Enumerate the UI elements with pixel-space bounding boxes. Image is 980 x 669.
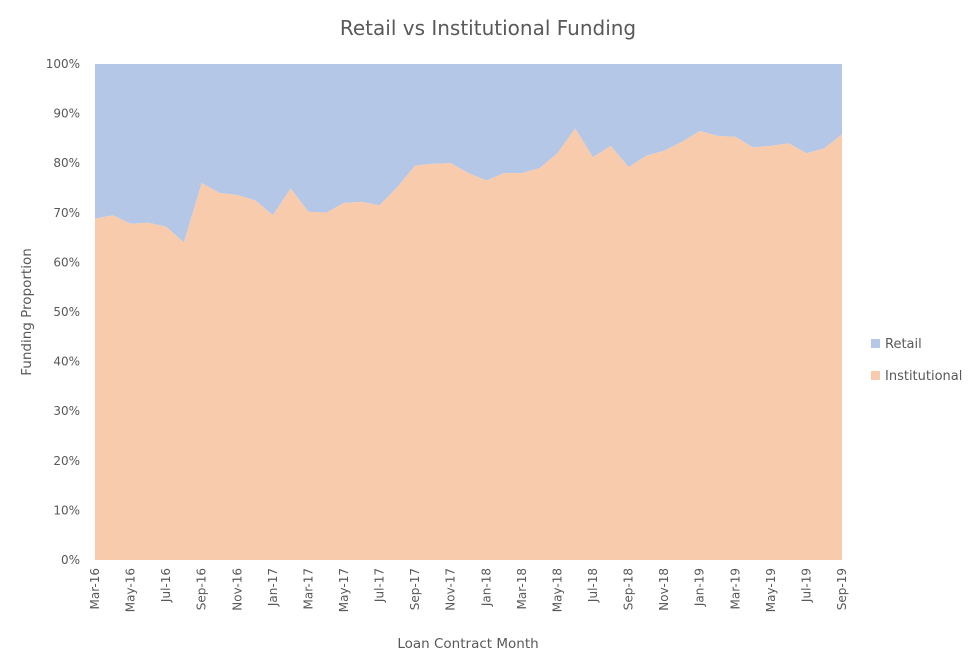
y-tick-label: 90% (53, 107, 80, 121)
y-tick-label: 50% (53, 305, 80, 319)
x-tick-label: Sep-16 (195, 568, 209, 610)
series-area-institutional (95, 128, 842, 561)
y-tick-label: 20% (53, 454, 80, 468)
x-tick-label: Jul-17 (373, 568, 387, 603)
x-tick-label: May-17 (337, 568, 351, 612)
y-tick-label: 40% (53, 355, 80, 369)
chart-title: Retail vs Institutional Funding (340, 16, 636, 40)
y-tick-label: 10% (53, 503, 80, 517)
x-tick-label: Jan-17 (266, 568, 280, 607)
x-tick-label: Nov-16 (230, 568, 244, 611)
legend-label-retail: Retail (885, 337, 922, 352)
series-area-retail (95, 64, 842, 243)
y-axis-title: Funding Proportion (19, 248, 35, 376)
x-tick-label: May-16 (124, 568, 138, 612)
x-tick-label: Jul-18 (586, 568, 600, 603)
x-tick-label: Sep-17 (408, 568, 422, 610)
x-axis-title: Loan Contract Month (397, 636, 538, 652)
x-tick-label: May-19 (764, 568, 778, 612)
x-tick-label: Nov-18 (657, 568, 671, 611)
y-tick-label: 100% (46, 57, 80, 71)
x-tick-label: Jul-16 (159, 568, 173, 603)
y-tick-label: 0% (61, 553, 80, 567)
legend-swatch-institutional (871, 371, 880, 380)
x-tick-label: Mar-17 (301, 568, 315, 609)
x-tick-label: Mar-18 (515, 568, 529, 609)
y-tick-label: 70% (53, 206, 80, 220)
plot-area (95, 64, 842, 561)
x-axis-ticks: Mar-16 May-16 Jul-16 Sep-16 Nov-16 Jan-17 Mar-… (88, 568, 849, 612)
y-tick-label: 80% (53, 156, 80, 170)
x-tick-label: Sep-18 (622, 568, 636, 610)
x-tick-label: May-18 (550, 568, 564, 612)
x-tick-label: Mar-16 (88, 568, 102, 609)
y-tick-label: 60% (53, 255, 80, 269)
x-tick-label: Sep-19 (835, 568, 849, 610)
y-tick-label: 30% (53, 404, 80, 418)
y-axis-ticks: 0% 10% 20% 30% 40% 50% 60% 70% 80% 90% 100% (46, 57, 80, 567)
legend-swatch-retail (871, 339, 880, 348)
x-tick-label: Jan-19 (693, 568, 707, 607)
x-tick-label: Jul-19 (799, 568, 813, 603)
x-tick-label: Jan-18 (479, 568, 493, 607)
x-tick-label: Nov-17 (444, 568, 458, 611)
legend: Retail Institutional (871, 337, 962, 384)
x-tick-label: Mar-19 (728, 568, 742, 609)
legend-label-institutional: Institutional (885, 369, 962, 384)
